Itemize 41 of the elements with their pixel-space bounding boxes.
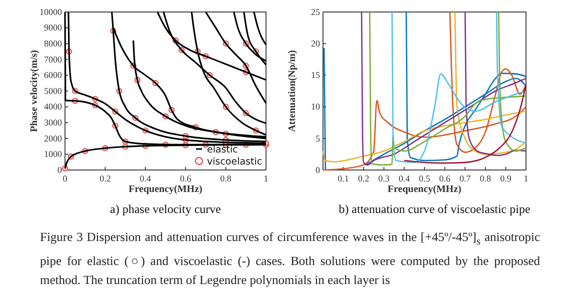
y-axis-title: Phase velocity(m/s): [29, 50, 40, 132]
y-tick-label: 5: [316, 133, 320, 144]
y-tick-label: 8000: [44, 38, 62, 48]
caption: Figure 3 Dispersion and attenuation curves of circumference waves in the [+45º/-45º]$_{s}$ anisotropic pipe for elastic (○) and viscoelastic (-) cases. Both solutions were computed by the proposed method. The truncation term of Legendre polynomials in each layer is: [40, 229, 540, 289]
x-tick-label: 0.6: [180, 173, 192, 184]
x-tick-label: 0.4: [398, 173, 410, 184]
y-tick-label: 25: [311, 6, 320, 17]
y-tick-label: 20: [311, 38, 320, 48]
y-tick-label: 10000: [40, 6, 62, 17]
y-tick-label: 4000: [44, 102, 62, 112]
text: a) phase velocity curve: [110, 202, 221, 216]
x-tick-label: 0.8: [480, 173, 492, 184]
y-tick-label: 5000: [44, 86, 62, 96]
x-tick-label: 0.5: [418, 173, 431, 184]
y-tick-label: 0: [58, 164, 62, 175]
legend-label: elastic: [207, 144, 238, 156]
y-tick-label: 0: [316, 164, 320, 175]
x-tick-label: 0.4: [140, 173, 152, 184]
y-tick-label: 2000: [44, 133, 62, 144]
x-tick-label: 1: [524, 173, 528, 184]
x-tick-label: 0.8: [220, 173, 232, 184]
y-tick-label: 6000: [44, 70, 62, 80]
y-tick-label: 1000: [44, 149, 62, 160]
x-tick-label: 0.6: [439, 173, 451, 184]
y-tick-label: 15: [311, 70, 320, 80]
y-tick-label: 9000: [44, 22, 62, 33]
x-tick-label: 1: [264, 173, 268, 184]
x-tick-label: 0.2: [358, 173, 370, 184]
text: b) attenuation curve of viscoelastic pipe: [338, 202, 530, 216]
x-axis-title: Frequency(MHz): [128, 184, 202, 195]
x-tick-label: 0.7: [459, 173, 472, 184]
y-axis-title: Attenuation(Np/m): [287, 50, 298, 132]
y-tick-label: 3000: [44, 117, 62, 128]
legend-label: viscoelastic: [207, 156, 262, 168]
x-tick-label: 0.9: [500, 173, 512, 184]
x-tick-label: 0.1: [338, 173, 349, 184]
y-tick-label: 10: [311, 102, 320, 112]
x-tick-label: 0.3: [378, 173, 390, 184]
y-tick-label: 7000: [44, 54, 62, 64]
x-axis-title: Frequency(MHz): [388, 184, 462, 195]
x-tick-label: 0.2: [100, 173, 111, 184]
